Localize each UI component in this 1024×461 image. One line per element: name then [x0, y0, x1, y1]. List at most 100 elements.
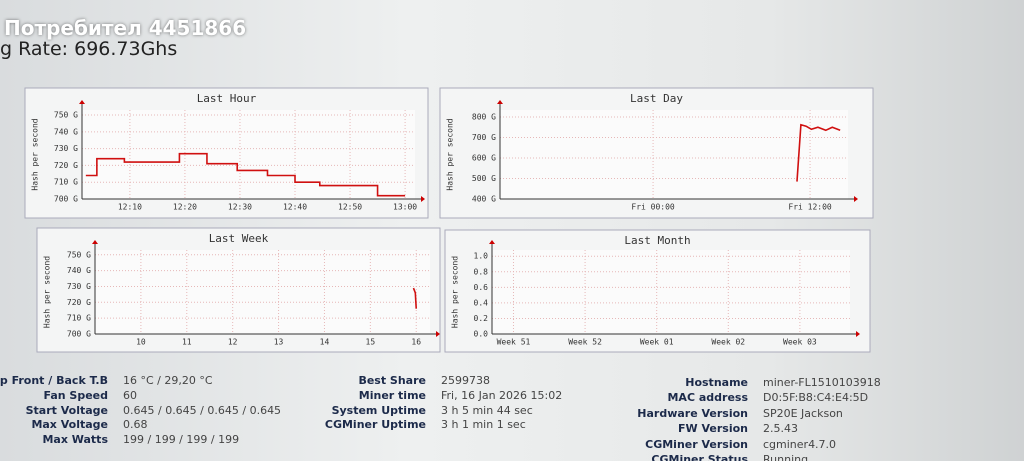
- y-axis-label: Hash per second: [446, 118, 455, 190]
- x-tick-label: 13: [274, 338, 284, 347]
- info-value: Fri, 16 Jan 2026 15:02: [441, 388, 563, 402]
- x-tick-label: 15: [366, 338, 376, 347]
- info-label: Hostname: [685, 376, 748, 389]
- y-axis-label: Hash per second: [451, 256, 460, 328]
- info-value: 0.645 / 0.645 / 0.645 / 0.645: [123, 403, 282, 417]
- x-tick-label: 16: [411, 338, 421, 347]
- y-tick-label: 600 G: [472, 153, 496, 162]
- axis-arrow: [854, 196, 858, 202]
- y-tick-label: 720 G: [54, 161, 78, 170]
- info-label: Best Share: [358, 374, 426, 387]
- info-label: FW Version: [678, 422, 748, 436]
- y-tick-label: 0.2: [474, 314, 489, 323]
- info-label: Start Voltage: [25, 403, 108, 417]
- info-value: Running: [763, 453, 809, 461]
- x-tick-label: Fri 00:00: [631, 203, 675, 212]
- y-tick-label: 730 G: [67, 282, 91, 291]
- info-value: 0.68: [123, 418, 148, 432]
- info-value: 2599738: [441, 374, 490, 387]
- chart-title: Last Month: [624, 234, 690, 247]
- plot-area: [500, 110, 848, 199]
- info-label: CGMiner Uptime: [324, 418, 426, 432]
- info-value: 3 h 1 min 1 sec: [441, 418, 526, 432]
- axis-arrow: [436, 331, 440, 337]
- info-label: CGMiner Version: [645, 437, 748, 451]
- plot-area: [95, 250, 430, 334]
- info-value: 16 °C / 29,20 °C: [123, 374, 213, 387]
- y-tick-label: 800 G: [472, 112, 496, 121]
- x-tick-label: 12:20: [173, 203, 197, 212]
- x-tick-label: 13:00: [393, 203, 417, 212]
- y-tick-label: 700 G: [67, 330, 91, 339]
- x-tick-label: 12:30: [228, 203, 252, 212]
- y-tick-label: 400 G: [472, 195, 496, 204]
- axis-arrow: [489, 240, 495, 244]
- y-tick-label: 750 G: [67, 250, 91, 259]
- info-value: miner-FL1510103918: [763, 376, 881, 389]
- x-tick-label: Fri 12:00: [788, 203, 832, 212]
- axis-arrow: [421, 196, 425, 202]
- chart-title: Last Day: [630, 92, 683, 105]
- x-tick-label: Week 52: [568, 338, 602, 347]
- y-tick-label: 0.6: [474, 283, 489, 292]
- info-value: 3 h 5 min 44 sec: [441, 403, 533, 417]
- y-tick-label: 740 G: [67, 266, 91, 275]
- y-tick-label: 1.0: [474, 252, 489, 261]
- plot-area: [82, 110, 415, 199]
- x-tick-label: 12:40: [283, 203, 307, 212]
- x-tick-label: Week 01: [640, 338, 674, 347]
- axis-arrow: [92, 240, 98, 244]
- hash-rate: g Rate: 696.73Ghs: [0, 38, 178, 60]
- x-tick-label: 12: [228, 338, 238, 347]
- y-tick-label: 710 G: [54, 178, 78, 187]
- x-tick-label: Week 02: [711, 338, 745, 347]
- y-tick-label: 710 G: [67, 314, 91, 323]
- y-tick-label: 0.4: [474, 298, 489, 307]
- x-tick-label: 12:50: [338, 203, 362, 212]
- info-label: Fan Speed: [43, 388, 108, 402]
- info-label: Max Voltage: [31, 418, 108, 432]
- axis-arrow: [497, 100, 503, 104]
- y-tick-label: 500 G: [472, 174, 496, 183]
- info-label: Miner time: [358, 388, 426, 402]
- info-label: Max Watts: [42, 433, 108, 447]
- info-label: CGMiner Status: [651, 453, 748, 461]
- y-tick-label: 700 G: [54, 195, 78, 204]
- plot-area: [492, 250, 850, 334]
- info-value: SP20E Jackson: [763, 406, 843, 420]
- x-tick-label: Week 51: [497, 338, 531, 347]
- y-tick-label: 0.0: [474, 330, 489, 339]
- x-tick-label: 11: [182, 338, 192, 347]
- series-line: [85, 152, 406, 197]
- y-axis-label: Hash per second: [43, 256, 52, 328]
- watermark: Потребител 4451866: [4, 16, 247, 40]
- chart-title: Last Week: [209, 232, 269, 245]
- axis-arrow: [79, 100, 85, 104]
- x-tick-label: 10: [136, 338, 146, 347]
- y-tick-label: 730 G: [54, 144, 78, 153]
- x-tick-label: 12:10: [118, 203, 142, 212]
- info-value: 199 / 199 / 199 / 199: [123, 433, 240, 447]
- axis-arrow: [856, 331, 860, 337]
- info-label: emp Front / Back T.B: [0, 374, 108, 387]
- y-tick-label: 0.8: [474, 267, 489, 276]
- info-value: 2.5.43: [763, 422, 798, 436]
- info-value: 60: [123, 388, 137, 402]
- y-tick-label: 720 G: [67, 298, 91, 307]
- info-label: Hardware Version: [637, 406, 748, 420]
- info-label: System Uptime: [331, 403, 426, 417]
- x-tick-label: Week 03: [783, 338, 817, 347]
- y-tick-label: 700 G: [472, 133, 496, 142]
- series-line: [796, 123, 841, 182]
- info-label: MAC address: [667, 391, 748, 405]
- y-tick-label: 740 G: [54, 127, 78, 136]
- x-tick-label: 14: [320, 338, 330, 347]
- series-line: [412, 287, 418, 309]
- info-value: D0:5F:B8:C4:E4:5D: [763, 391, 869, 405]
- y-tick-label: 750 G: [54, 111, 78, 120]
- y-axis-label: Hash per second: [31, 118, 40, 190]
- info-value: cgminer4.7.0: [763, 437, 837, 451]
- chart-title: Last Hour: [197, 92, 257, 105]
